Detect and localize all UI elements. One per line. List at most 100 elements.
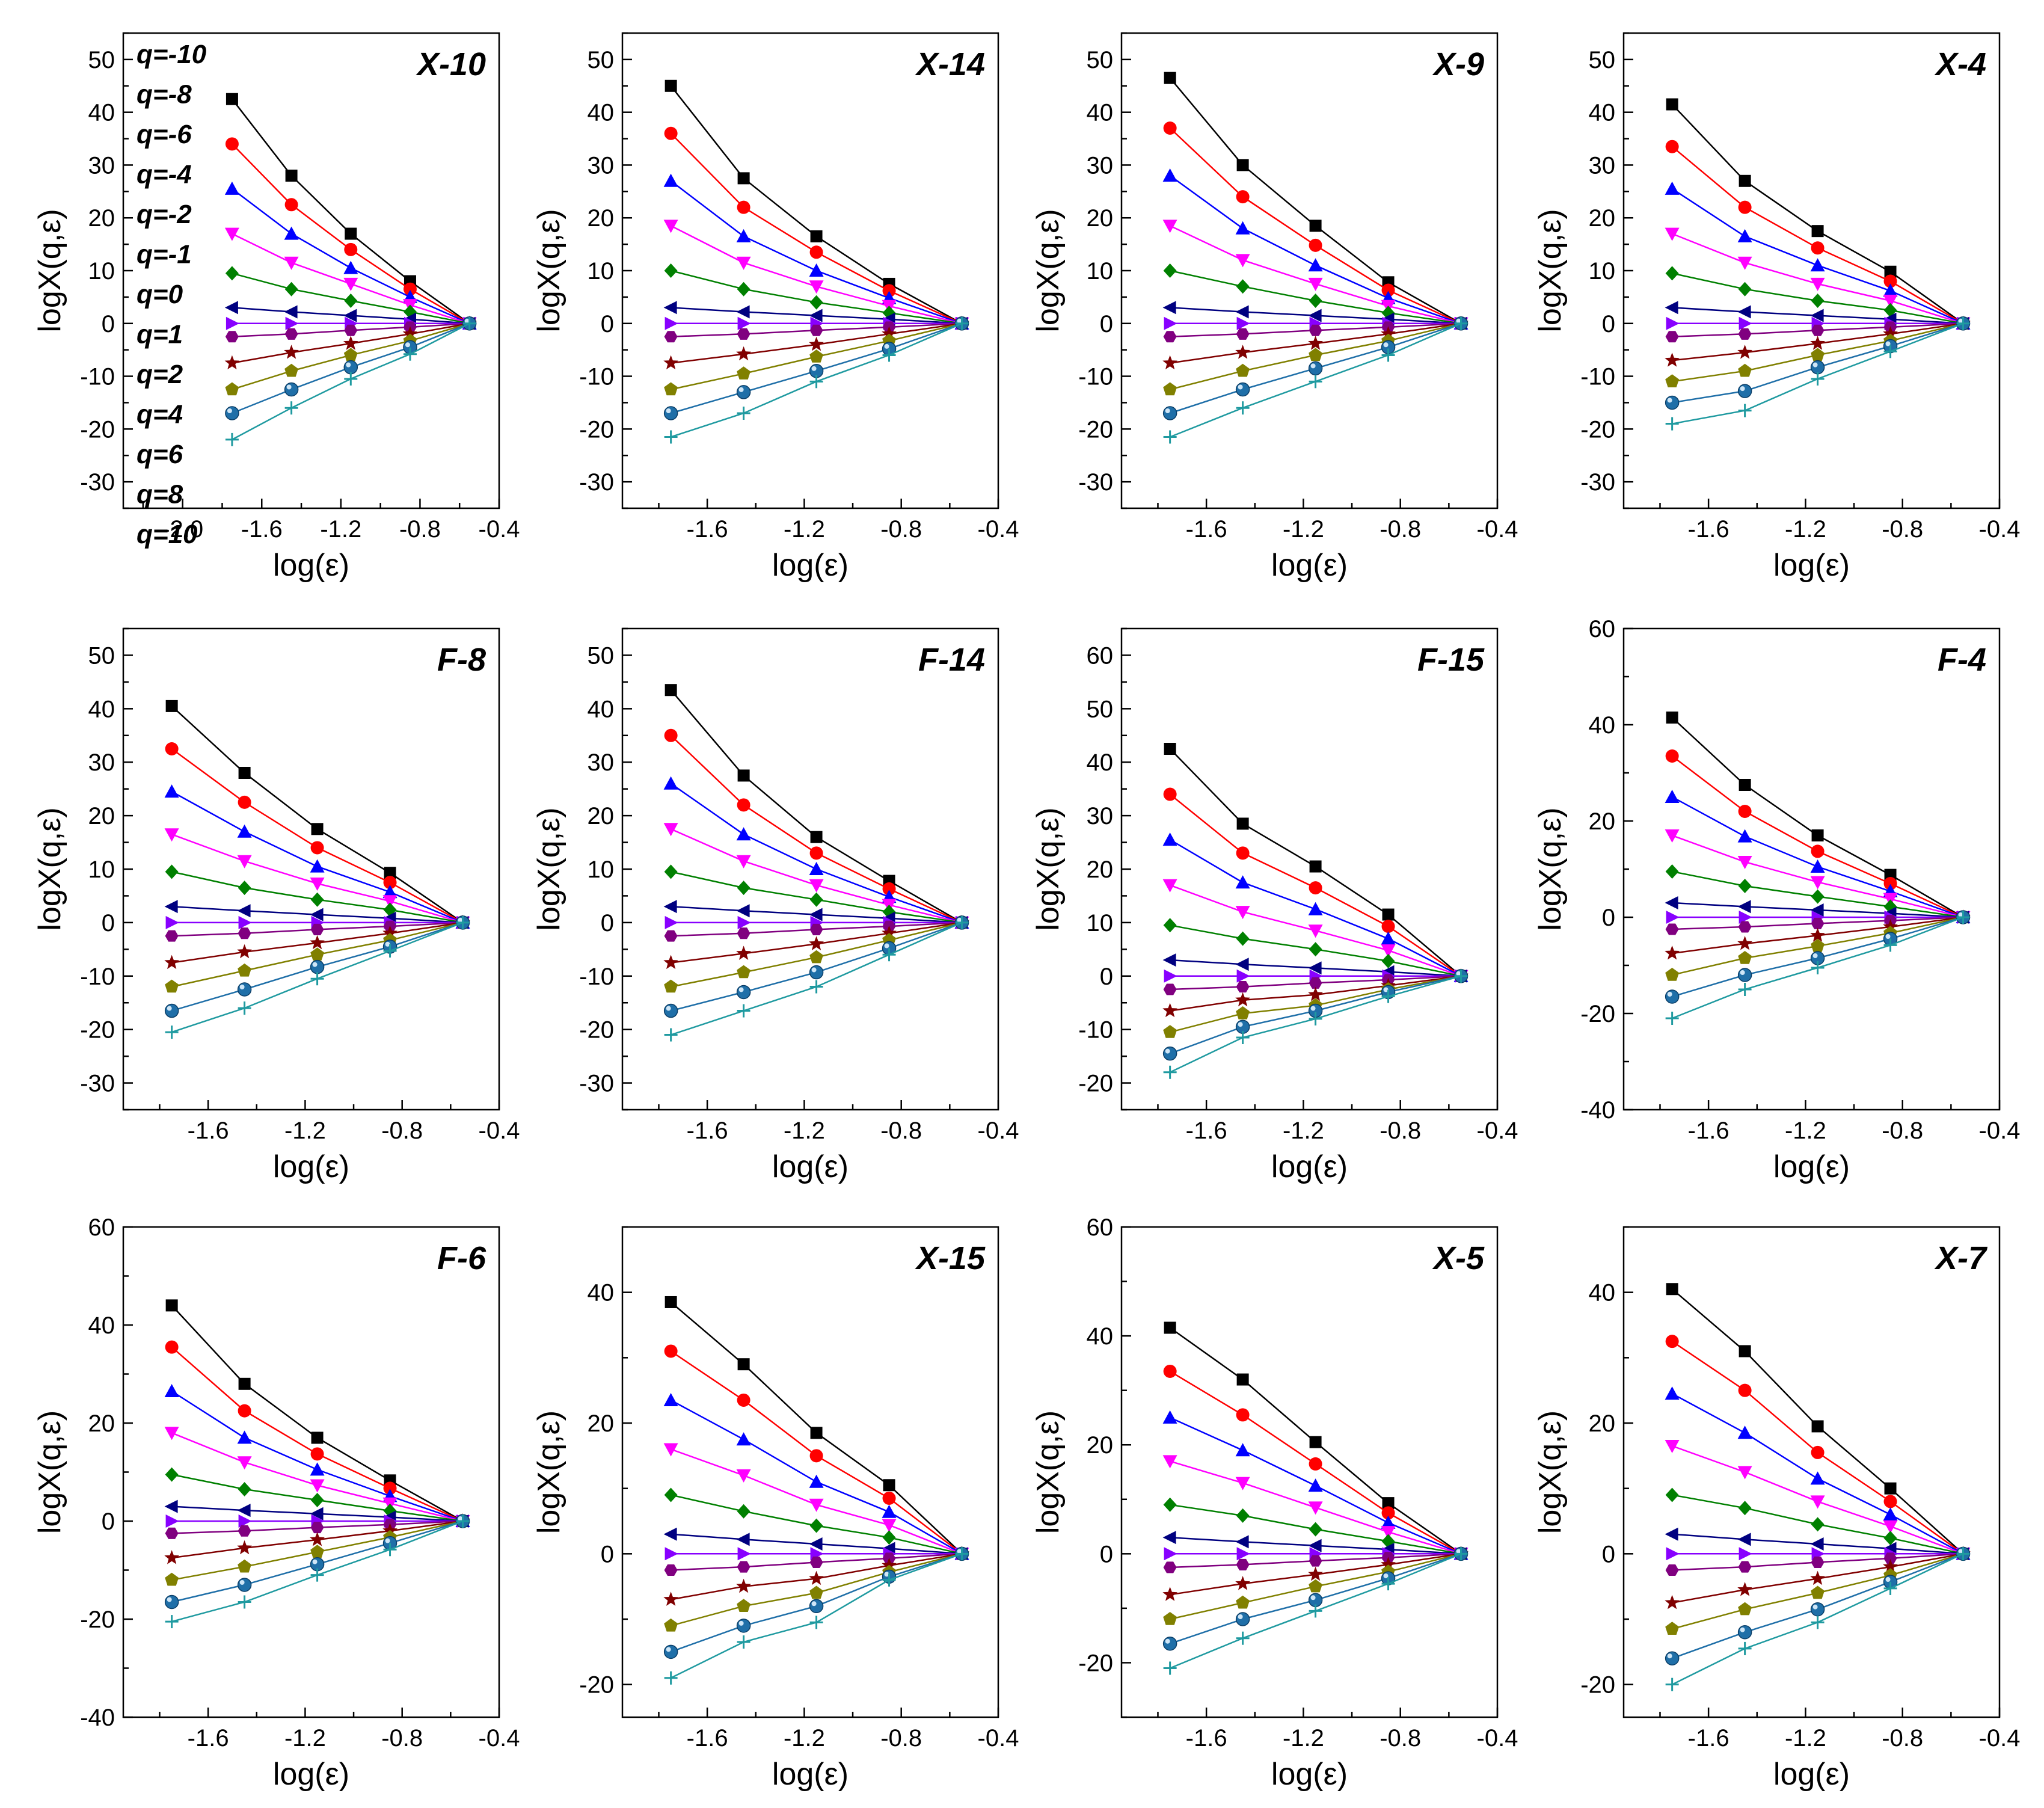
x-tick-label: -1.2 xyxy=(1283,1725,1324,1751)
data-point xyxy=(809,879,824,893)
data-point xyxy=(736,827,751,841)
data-point xyxy=(1235,254,1250,268)
data-point xyxy=(403,347,417,361)
data-point xyxy=(736,946,751,960)
data-point xyxy=(1738,921,1752,933)
y-tick-label: 20 xyxy=(1589,205,1616,232)
data-point xyxy=(1738,1602,1752,1616)
x-tick-label: -0.8 xyxy=(1882,516,1923,543)
data-point xyxy=(1163,1661,1177,1675)
y-tick-label: 20 xyxy=(1589,1410,1616,1437)
data-point xyxy=(225,331,239,343)
data-point xyxy=(310,859,325,873)
data-point-highlight xyxy=(1456,1549,1461,1554)
data-point xyxy=(344,372,358,386)
data-point xyxy=(736,1469,751,1483)
y-tick-label: -30 xyxy=(80,469,115,496)
data-point xyxy=(238,1525,251,1537)
data-point xyxy=(1309,860,1322,873)
data-point-highlight xyxy=(957,1549,962,1554)
data-point xyxy=(164,955,179,970)
data-point xyxy=(1665,374,1680,387)
series-q=-1 xyxy=(1162,953,1467,983)
data-point-highlight xyxy=(957,318,962,324)
data-point-highlight xyxy=(957,917,962,923)
data-point-highlight xyxy=(884,1572,889,1577)
x-axis-label: log(ε) xyxy=(273,1757,349,1792)
data-point-highlight xyxy=(666,408,671,413)
y-tick-label: 0 xyxy=(601,311,614,337)
data-point xyxy=(809,295,823,310)
data-point xyxy=(810,230,823,242)
data-point xyxy=(310,1522,324,1534)
data-point xyxy=(1308,1501,1323,1515)
data-point xyxy=(284,226,299,240)
data-point-highlight xyxy=(167,1597,172,1602)
data-point xyxy=(310,1447,324,1461)
series-q=6 xyxy=(1162,316,1469,420)
series-q=8 xyxy=(1163,969,1468,1079)
data-point xyxy=(1236,1595,1250,1609)
data-point xyxy=(382,885,397,899)
data-point xyxy=(1235,221,1250,235)
data-point xyxy=(1811,372,1825,386)
y-tick-label: 20 xyxy=(1589,808,1616,835)
x-tick-label: -1.2 xyxy=(284,1725,326,1751)
data-point xyxy=(1737,1625,1752,1640)
x-tick-label: -0.8 xyxy=(1380,1725,1421,1751)
data-point xyxy=(737,965,750,979)
data-point xyxy=(1236,328,1250,340)
data-point xyxy=(1665,1527,1678,1541)
data-point xyxy=(809,1556,823,1568)
data-point xyxy=(343,309,357,322)
x-tick-label: -1.6 xyxy=(1688,1725,1729,1751)
data-point xyxy=(238,881,251,896)
data-point xyxy=(736,256,751,270)
y-tick-label: -20 xyxy=(1078,416,1113,443)
y-tick-label: 40 xyxy=(1589,712,1616,739)
data-point xyxy=(1235,1612,1250,1626)
data-point xyxy=(737,407,750,420)
plot-frame xyxy=(1622,1226,2001,1718)
data-point xyxy=(736,985,751,1000)
data-point-highlight xyxy=(1310,363,1316,369)
data-point xyxy=(955,915,969,929)
data-point xyxy=(1454,969,1468,983)
y-tick-label: 20 xyxy=(1087,205,1114,232)
data-point xyxy=(1883,295,1898,308)
data-point xyxy=(1381,348,1395,362)
data-point xyxy=(1665,1677,1679,1691)
data-point xyxy=(1956,911,1970,924)
data-point xyxy=(310,908,324,921)
data-point xyxy=(737,328,750,340)
data-point xyxy=(1236,190,1250,204)
data-point xyxy=(1236,846,1250,860)
data-point xyxy=(1738,328,1752,340)
x-tick-label: -0.4 xyxy=(978,1725,1019,1751)
y-tick-label: 20 xyxy=(88,803,115,829)
data-point xyxy=(1236,1558,1250,1570)
data-point xyxy=(882,948,896,962)
data-point xyxy=(1739,1547,1752,1561)
data-point xyxy=(1235,906,1250,920)
y-tick-label: -30 xyxy=(579,469,614,496)
data-point xyxy=(165,1340,179,1354)
data-point xyxy=(1163,382,1177,396)
data-point xyxy=(343,260,358,274)
series-q=8 xyxy=(1163,316,1468,444)
y-tick-label: -20 xyxy=(80,1607,115,1633)
data-point-highlight xyxy=(1958,318,1963,324)
data-point xyxy=(238,915,252,929)
data-point xyxy=(1163,331,1177,343)
data-point xyxy=(1738,1383,1752,1397)
data-point xyxy=(809,309,823,322)
data-point xyxy=(1811,348,1825,361)
y-tick-label: 60 xyxy=(1087,1214,1114,1241)
y-tick-label: 30 xyxy=(1087,803,1114,829)
data-point xyxy=(1164,1547,1177,1561)
data-point xyxy=(1309,1555,1322,1567)
legend-entry: q=6 xyxy=(137,440,183,469)
y-tick-label: 0 xyxy=(1602,1541,1615,1567)
y-tick-label: 10 xyxy=(588,856,615,883)
